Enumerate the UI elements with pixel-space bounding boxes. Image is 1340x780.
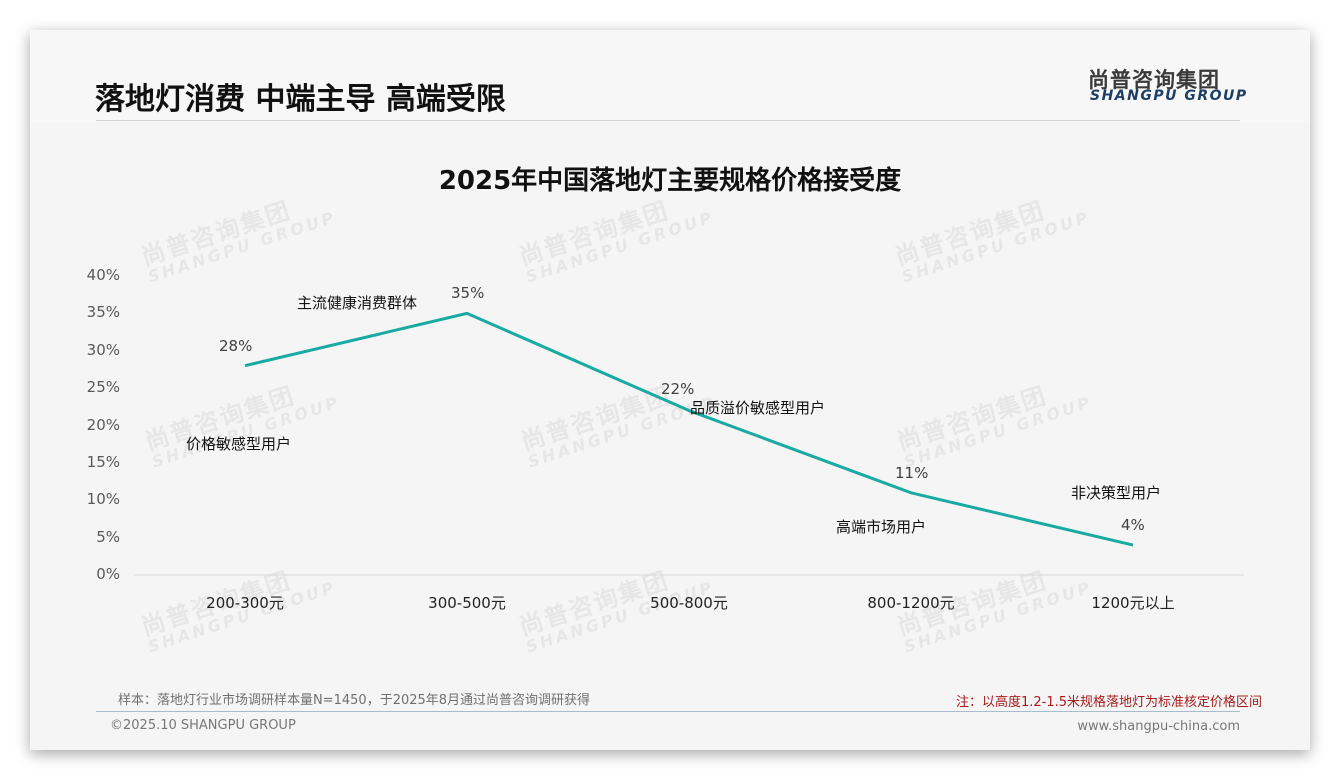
footer-divider (96, 711, 1240, 712)
x-tick-label: 300-500元 (428, 594, 506, 612)
segment-annotation: 价格敏感型用户 (186, 435, 292, 453)
data-label: 4% (1121, 516, 1145, 535)
title-divider (96, 120, 1240, 121)
data-label: 11% (895, 463, 929, 482)
y-tick-label: 10% (86, 490, 120, 509)
data-label: 22% (661, 379, 695, 398)
y-tick-label: 20% (86, 415, 120, 434)
y-tick-label: 0% (96, 565, 120, 583)
header-band (30, 30, 1310, 122)
chart-canvas (134, 311, 1244, 576)
slide: 落地灯消费 中端主导 高端受限 尚普咨询集团 SHANGPU GROUP 尚普咨… (30, 30, 1310, 750)
footer-copyright: ©2025.10 SHANGPU GROUP (110, 718, 296, 733)
data-line (244, 311, 1134, 547)
y-tick-label: 5% (96, 527, 120, 546)
x-tick-label: 200-300元 (206, 594, 284, 612)
y-tick-label: 25% (86, 378, 120, 397)
segment-annotation: 非决策型用户 (1071, 484, 1162, 502)
x-tick-label: 500-800元 (650, 594, 728, 612)
data-label: 28% (219, 336, 253, 355)
segment-annotation: 品质溢价敏感型用户 (690, 399, 826, 417)
y-tick-label: 35% (86, 303, 120, 322)
logo-chinese: 尚普咨询集团 (1088, 68, 1220, 92)
footer-website[interactable]: www.shangpu-china.com (1077, 719, 1240, 734)
sample-note: 样本：落地灯行业市场调研样本量N=1450，于2025年8月通过尚普咨询调研获得 (118, 693, 591, 708)
x-tick-label: 800-1200元 (867, 594, 955, 612)
segment-annotation: 主流健康消费群体 (297, 294, 418, 312)
logo-english: SHANGPU GROUP (1090, 88, 1248, 104)
data-label: 35% (451, 284, 485, 303)
segment-annotation: 高端市场用户 (836, 518, 927, 536)
y-tick-label: 40% (86, 266, 120, 284)
y-tick-label: 15% (86, 452, 120, 471)
x-tick-label: 1200元以上 (1091, 594, 1175, 612)
y-tick-label: 30% (86, 340, 120, 359)
chart-title: 2025年中国落地灯主要规格价格接受度 (438, 166, 902, 196)
page-title: 落地灯消费 中端主导 高端受限 (95, 82, 506, 117)
standard-note: 注：以高度1.2-1.5米规格落地灯为标准核定价格区间 (955, 695, 1262, 710)
